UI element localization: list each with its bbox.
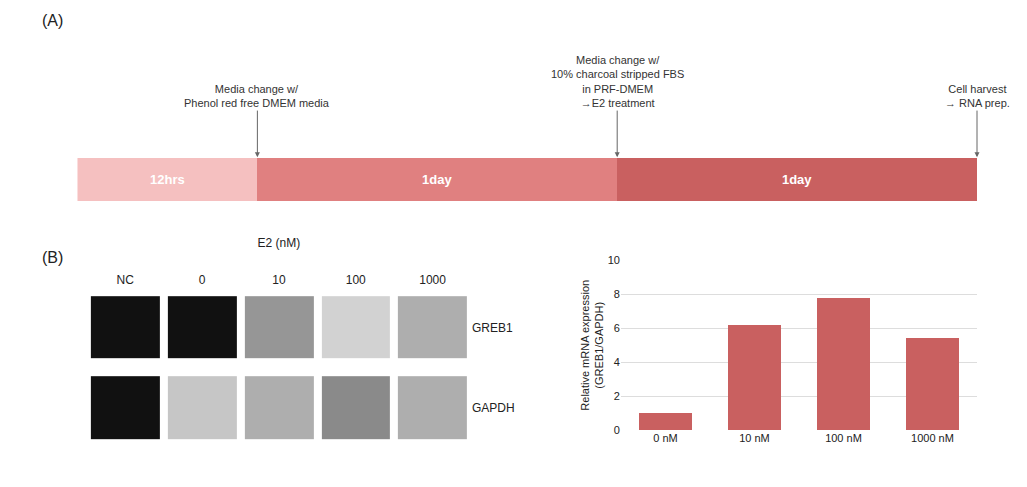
svg-text:NC: NC	[117, 273, 135, 287]
svg-text:Relative mRNA expression(GREB1: Relative mRNA expression(GREB1/GAPDH)	[579, 280, 605, 411]
svg-text:GREB1: GREB1	[472, 321, 513, 335]
svg-text:10 nM: 10 nM	[739, 432, 770, 444]
svg-text:0 nM: 0 nM	[653, 432, 677, 444]
svg-text:1day: 1day	[782, 172, 812, 187]
svg-text:1day: 1day	[422, 172, 452, 187]
svg-text:12hrs: 12hrs	[150, 172, 185, 187]
svg-text:Cell harvest→ RNA prep.: Cell harvest→ RNA prep.	[945, 83, 1010, 109]
svg-text:8: 8	[614, 288, 620, 300]
svg-text:1000 nM: 1000 nM	[911, 432, 954, 444]
svg-text:100: 100	[346, 273, 366, 287]
svg-text:10: 10	[608, 254, 620, 266]
svg-text:GAPDH: GAPDH	[472, 401, 515, 415]
svg-text:(B): (B)	[42, 249, 63, 266]
svg-text:6: 6	[614, 322, 620, 334]
svg-text:100 nM: 100 nM	[825, 432, 862, 444]
svg-text:Media change w/10% charcoal st: Media change w/10% charcoal stripped FBS…	[551, 54, 684, 109]
svg-text:0: 0	[614, 424, 620, 436]
svg-text:4: 4	[614, 356, 620, 368]
svg-text:0: 0	[199, 273, 206, 287]
svg-text:1000: 1000	[419, 273, 446, 287]
svg-text:2: 2	[614, 390, 620, 402]
svg-text:10: 10	[272, 273, 286, 287]
svg-text:Media change w/Phenol red free: Media change w/Phenol red free DMEM medi…	[184, 83, 330, 109]
svg-text:(A): (A)	[42, 12, 63, 29]
svg-text:E2 (nM): E2 (nM)	[258, 236, 301, 250]
